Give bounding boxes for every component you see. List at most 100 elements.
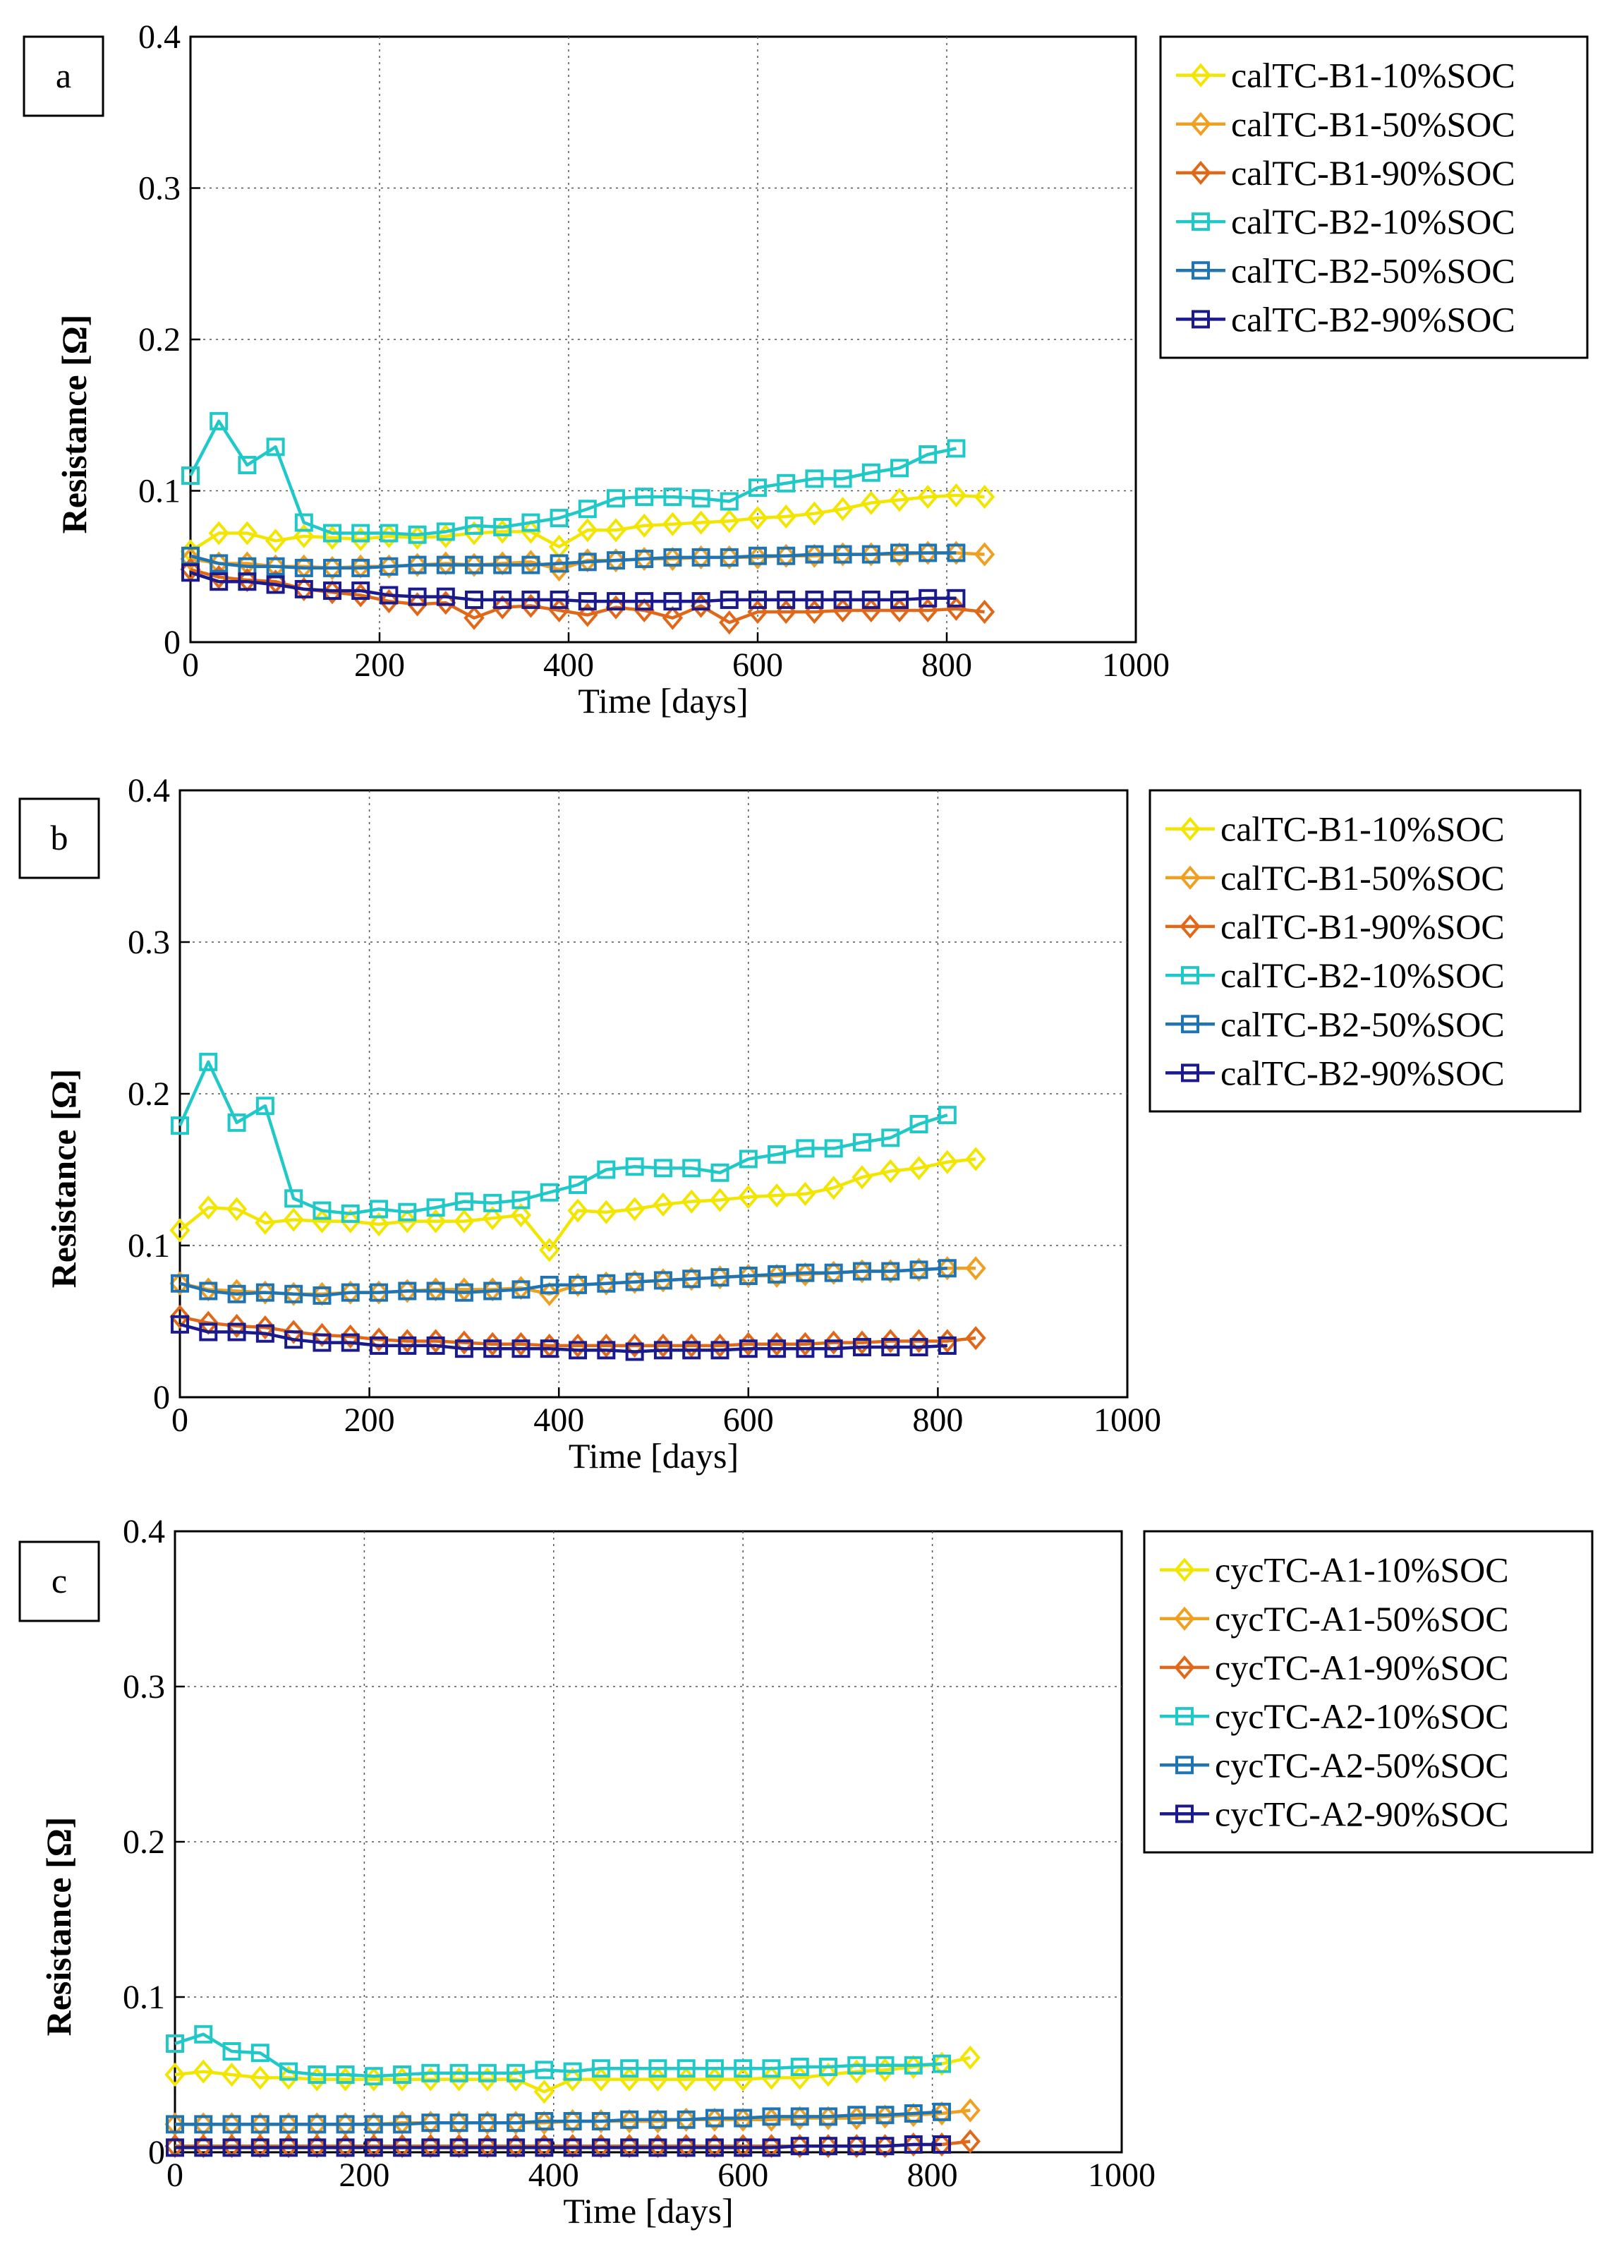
legend-box bbox=[1149, 789, 1582, 1113]
data-point bbox=[378, 589, 400, 614]
data-point bbox=[818, 2062, 839, 2087]
data-point bbox=[238, 572, 257, 591]
data-point bbox=[747, 506, 768, 531]
data-point bbox=[454, 1339, 473, 1358]
data-point bbox=[540, 1339, 559, 1358]
data-point bbox=[425, 1209, 447, 1233]
x-tick-label: 600 bbox=[717, 2157, 768, 2194]
data-point bbox=[169, 1304, 190, 1329]
data-point bbox=[947, 439, 966, 458]
legend-marker bbox=[1175, 1756, 1194, 1775]
legend-label: calTC-B1-10%SOC bbox=[1220, 809, 1505, 849]
legend-marker bbox=[1174, 1557, 1195, 1582]
data-point bbox=[710, 1163, 729, 1182]
data-point bbox=[796, 1263, 815, 1282]
data-point bbox=[805, 469, 824, 488]
data-point bbox=[880, 1159, 901, 1183]
data-point bbox=[278, 2065, 299, 2090]
data-point bbox=[313, 1333, 332, 1352]
data-point bbox=[766, 1183, 787, 1208]
legend-marker bbox=[1180, 865, 1201, 890]
data-point bbox=[938, 1259, 957, 1278]
data-point bbox=[511, 1280, 531, 1299]
data-point bbox=[931, 2101, 952, 2126]
data-point bbox=[567, 1272, 588, 1297]
data-point bbox=[507, 2063, 526, 2082]
data-point bbox=[904, 2104, 923, 2123]
data-point bbox=[824, 1263, 843, 1282]
panel-label: c bbox=[51, 1561, 67, 1600]
data-point bbox=[734, 2109, 753, 2128]
legend-label: cycTC-A1-50%SOC bbox=[1215, 1599, 1509, 1639]
legend-label: calTC-B1-50%SOC bbox=[1220, 858, 1505, 898]
data-point bbox=[861, 490, 882, 515]
series-line bbox=[179, 1322, 947, 1353]
data-point bbox=[691, 489, 710, 508]
data-point bbox=[818, 2107, 837, 2126]
legend-label: cycTC-A1-10%SOC bbox=[1215, 1550, 1509, 1590]
data-point bbox=[768, 1265, 787, 1284]
data-point bbox=[749, 478, 767, 497]
x-tick-label: 1000 bbox=[1102, 646, 1170, 684]
x-tick-label: 0 bbox=[166, 2157, 183, 2194]
data-point bbox=[463, 521, 485, 545]
x-tick-label: 600 bbox=[732, 646, 783, 684]
data-point bbox=[908, 1257, 930, 1282]
data-point bbox=[591, 2112, 610, 2130]
data-point bbox=[605, 548, 626, 573]
data-point bbox=[747, 545, 768, 569]
data-point bbox=[762, 2059, 781, 2078]
data-point bbox=[351, 524, 370, 543]
data-point bbox=[562, 2109, 583, 2134]
data-point bbox=[533, 2080, 555, 2104]
data-point bbox=[194, 2025, 213, 2044]
series-line bbox=[178, 1060, 948, 1216]
data-point bbox=[393, 2115, 412, 2134]
data-point bbox=[255, 1097, 274, 1116]
data-point bbox=[605, 595, 626, 620]
data-point bbox=[483, 1339, 502, 1358]
data-point bbox=[653, 1268, 674, 1293]
legend-label: calTC-B2-90%SOC bbox=[1231, 299, 1515, 339]
data-point bbox=[426, 1198, 445, 1217]
data-point bbox=[761, 2065, 782, 2090]
data-point bbox=[482, 1206, 503, 1231]
data-point bbox=[709, 1265, 731, 1290]
legend-box bbox=[1143, 1530, 1594, 1854]
legend-marker bbox=[1181, 1015, 1199, 1034]
data-point bbox=[505, 2111, 526, 2135]
y-axis-label: Resistance [Ω] bbox=[54, 315, 94, 534]
data-point bbox=[396, 1209, 418, 1233]
data-point bbox=[959, 2045, 981, 2070]
data-point bbox=[550, 509, 569, 528]
legend-box bbox=[1159, 35, 1589, 359]
data-point bbox=[720, 492, 739, 511]
x-tick-label: 200 bbox=[354, 646, 405, 684]
data-point bbox=[368, 1327, 389, 1352]
data-point bbox=[521, 555, 540, 574]
legend-label: calTC-B2-10%SOC bbox=[1220, 955, 1505, 995]
series-line bbox=[190, 551, 957, 570]
data-point bbox=[595, 1200, 617, 1224]
data-point bbox=[279, 2062, 298, 2081]
data-point bbox=[336, 2065, 355, 2084]
data-point bbox=[510, 1202, 532, 1228]
y-tick-label: 0 bbox=[148, 2134, 165, 2171]
data-point bbox=[634, 546, 655, 572]
series-calTC-B2-90%SOC bbox=[171, 1315, 957, 1361]
data-point bbox=[861, 590, 880, 609]
x-tick-label: 600 bbox=[723, 1401, 774, 1439]
x-tick-label: 0 bbox=[182, 646, 199, 684]
data-point bbox=[662, 605, 684, 630]
data-point bbox=[904, 2056, 923, 2075]
data-point bbox=[208, 521, 229, 545]
data-point bbox=[607, 592, 625, 611]
data-point bbox=[449, 2063, 468, 2082]
plot-area bbox=[178, 789, 1129, 1399]
data-point bbox=[909, 1260, 928, 1279]
data-point bbox=[255, 1315, 276, 1340]
data-point bbox=[308, 2138, 327, 2157]
y-tick-label: 0.1 bbox=[138, 473, 181, 510]
data-point bbox=[653, 1192, 674, 1217]
